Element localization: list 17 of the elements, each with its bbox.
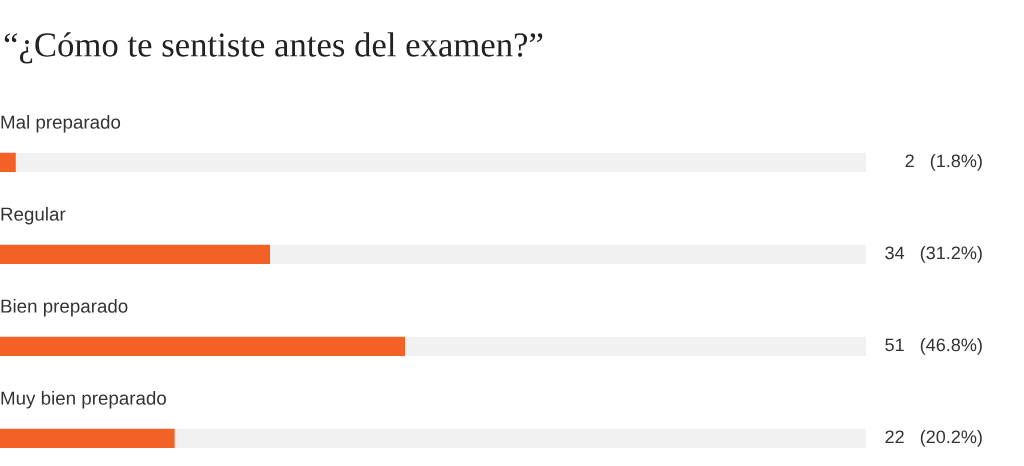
bar	[405, 336, 866, 357]
bar	[0, 244, 271, 265]
data-label: 51 (46.8%)	[885, 337, 982, 355]
bar	[15, 152, 866, 173]
y-tick-label: Mal preparado	[1, 115, 121, 133]
data-label: 22 (20.2%)	[885, 429, 982, 447]
y-tick-label: Bien preparado	[1, 299, 128, 317]
bar	[174, 428, 866, 449]
bar	[270, 244, 866, 265]
chart-title: “¿Cómo te sentiste antes del examen?”	[4, 32, 543, 64]
bar	[0, 336, 406, 357]
bar	[0, 428, 175, 449]
data-label: 34 (31.2%)	[885, 245, 982, 263]
bar	[0, 152, 16, 173]
y-tick-label: Muy bien preparado	[1, 391, 166, 409]
data-label: 2 (1.8%)	[905, 153, 982, 171]
y-tick-label: Regular	[1, 207, 66, 225]
